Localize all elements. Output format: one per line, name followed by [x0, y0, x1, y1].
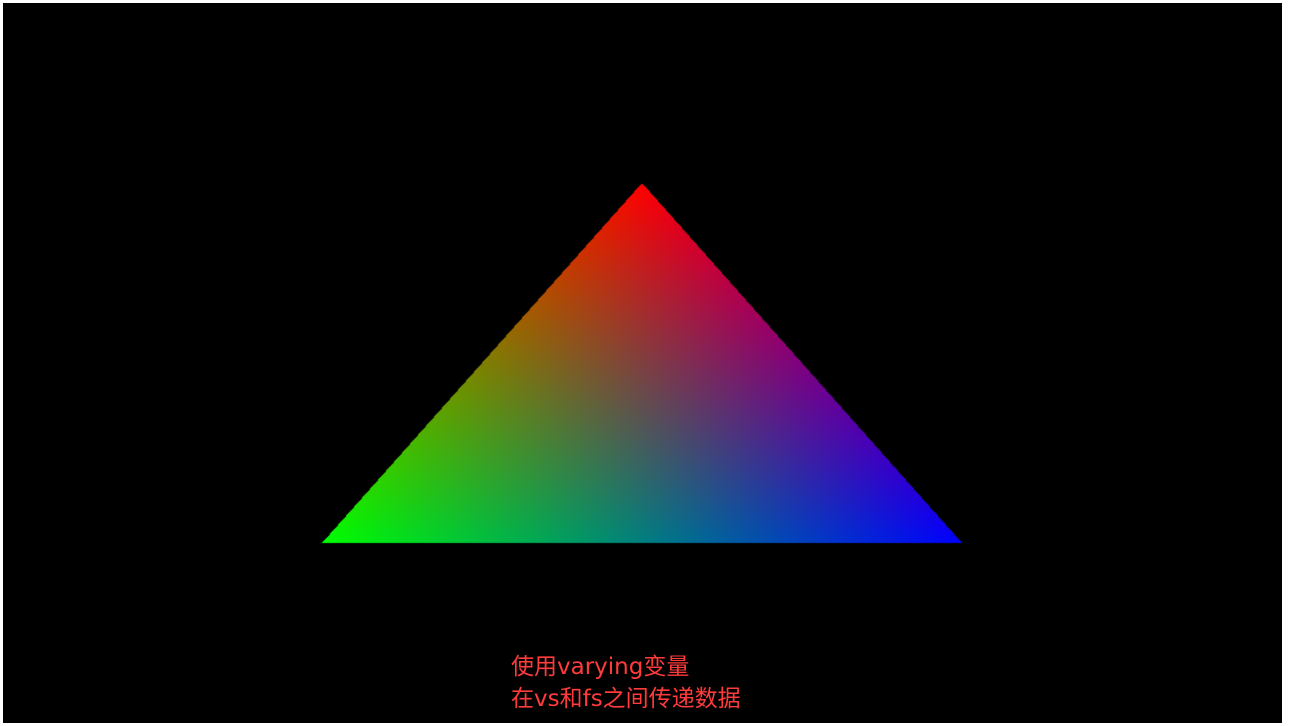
caption-line-varying: 使用varying变量: [511, 654, 690, 680]
caption-text: 使用varying变量 在vs和fs之间传递数据: [511, 651, 741, 715]
webgl-canvas-frame: 使用varying变量 在vs和fs之间传递数据: [3, 3, 1282, 723]
webgl-canvas: [3, 3, 1282, 723]
caption-line-data-transfer: 在vs和fs之间传递数据: [511, 686, 741, 712]
